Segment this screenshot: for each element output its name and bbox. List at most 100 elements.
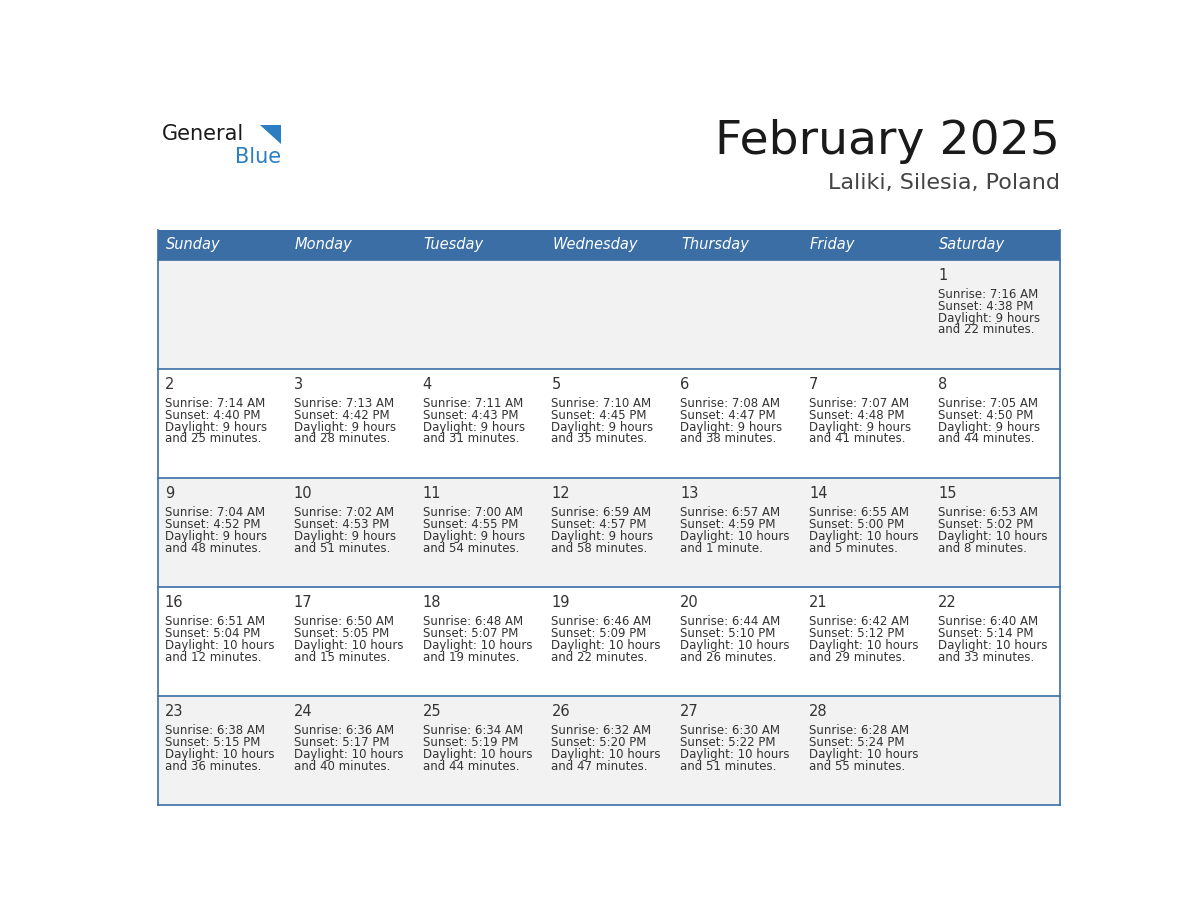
Text: Daylight: 10 hours: Daylight: 10 hours bbox=[293, 747, 403, 761]
Text: Daylight: 10 hours: Daylight: 10 hours bbox=[551, 747, 661, 761]
Text: Daylight: 9 hours: Daylight: 9 hours bbox=[423, 530, 525, 543]
Text: Sunset: 5:02 PM: Sunset: 5:02 PM bbox=[939, 518, 1034, 531]
Bar bbox=[544, 261, 674, 369]
Bar bbox=[674, 697, 802, 805]
Text: Sunset: 5:20 PM: Sunset: 5:20 PM bbox=[551, 735, 646, 749]
Text: 13: 13 bbox=[681, 486, 699, 501]
Text: Daylight: 10 hours: Daylight: 10 hours bbox=[681, 639, 790, 652]
Text: Sunset: 5:05 PM: Sunset: 5:05 PM bbox=[293, 627, 388, 640]
Text: and 5 minutes.: and 5 minutes. bbox=[809, 542, 898, 554]
Text: Sunset: 5:10 PM: Sunset: 5:10 PM bbox=[681, 627, 776, 640]
Bar bbox=[286, 230, 416, 261]
Text: 1: 1 bbox=[939, 268, 947, 283]
Text: Sunrise: 6:51 AM: Sunrise: 6:51 AM bbox=[165, 615, 265, 628]
Text: and 58 minutes.: and 58 minutes. bbox=[551, 542, 647, 554]
Text: Sunrise: 6:44 AM: Sunrise: 6:44 AM bbox=[681, 615, 781, 628]
Text: Daylight: 10 hours: Daylight: 10 hours bbox=[681, 747, 790, 761]
Text: 8: 8 bbox=[939, 377, 947, 392]
Text: Daylight: 9 hours: Daylight: 9 hours bbox=[681, 420, 783, 433]
Text: 6: 6 bbox=[681, 377, 689, 392]
Text: Sunset: 4:50 PM: Sunset: 4:50 PM bbox=[939, 409, 1034, 421]
Text: Daylight: 10 hours: Daylight: 10 hours bbox=[939, 639, 1048, 652]
Text: 16: 16 bbox=[165, 595, 183, 610]
Bar bbox=[544, 230, 674, 261]
Text: 20: 20 bbox=[681, 595, 699, 610]
Text: and 35 minutes.: and 35 minutes. bbox=[551, 432, 647, 445]
Text: Blue: Blue bbox=[235, 147, 282, 167]
Text: Sunrise: 6:46 AM: Sunrise: 6:46 AM bbox=[551, 615, 652, 628]
Bar bbox=[158, 230, 286, 261]
Text: Sunset: 4:55 PM: Sunset: 4:55 PM bbox=[423, 518, 518, 531]
Bar bbox=[802, 230, 931, 261]
Text: and 12 minutes.: and 12 minutes. bbox=[165, 651, 261, 664]
Bar bbox=[416, 369, 544, 478]
Text: Sunset: 4:59 PM: Sunset: 4:59 PM bbox=[681, 518, 776, 531]
Text: and 41 minutes.: and 41 minutes. bbox=[809, 432, 905, 445]
Text: Daylight: 10 hours: Daylight: 10 hours bbox=[939, 530, 1048, 543]
Text: 10: 10 bbox=[293, 486, 312, 501]
Text: General: General bbox=[162, 124, 244, 144]
Text: Tuesday: Tuesday bbox=[423, 238, 484, 252]
Text: 5: 5 bbox=[551, 377, 561, 392]
Text: Daylight: 10 hours: Daylight: 10 hours bbox=[165, 639, 274, 652]
Text: Daylight: 9 hours: Daylight: 9 hours bbox=[551, 420, 653, 433]
Bar bbox=[931, 478, 1060, 588]
Text: Daylight: 9 hours: Daylight: 9 hours bbox=[551, 530, 653, 543]
Text: Daylight: 9 hours: Daylight: 9 hours bbox=[939, 311, 1041, 325]
Text: Sunset: 5:19 PM: Sunset: 5:19 PM bbox=[423, 735, 518, 749]
Text: Sunrise: 7:05 AM: Sunrise: 7:05 AM bbox=[939, 397, 1038, 409]
Text: and 19 minutes.: and 19 minutes. bbox=[423, 651, 519, 664]
Text: Daylight: 9 hours: Daylight: 9 hours bbox=[293, 420, 396, 433]
Bar bbox=[674, 588, 802, 697]
Text: Daylight: 10 hours: Daylight: 10 hours bbox=[809, 747, 918, 761]
Text: 19: 19 bbox=[551, 595, 570, 610]
Text: and 54 minutes.: and 54 minutes. bbox=[423, 542, 519, 554]
Text: Sunrise: 6:28 AM: Sunrise: 6:28 AM bbox=[809, 723, 909, 737]
Bar bbox=[802, 478, 931, 588]
Text: Sunrise: 6:42 AM: Sunrise: 6:42 AM bbox=[809, 615, 909, 628]
Text: Laliki, Silesia, Poland: Laliki, Silesia, Poland bbox=[828, 174, 1060, 194]
Text: Daylight: 10 hours: Daylight: 10 hours bbox=[551, 639, 661, 652]
Text: Sunset: 5:22 PM: Sunset: 5:22 PM bbox=[681, 735, 776, 749]
Text: Sunset: 4:40 PM: Sunset: 4:40 PM bbox=[165, 409, 260, 421]
Text: and 22 minutes.: and 22 minutes. bbox=[551, 651, 647, 664]
Text: 28: 28 bbox=[809, 704, 828, 719]
Text: Daylight: 9 hours: Daylight: 9 hours bbox=[165, 420, 267, 433]
Bar bbox=[286, 588, 416, 697]
Bar bbox=[802, 588, 931, 697]
Text: 2: 2 bbox=[165, 377, 175, 392]
Text: and 36 minutes.: and 36 minutes. bbox=[165, 759, 261, 773]
Text: 24: 24 bbox=[293, 704, 312, 719]
Text: Sunset: 5:09 PM: Sunset: 5:09 PM bbox=[551, 627, 646, 640]
Text: Sunrise: 6:36 AM: Sunrise: 6:36 AM bbox=[293, 723, 393, 737]
Text: Sunday: Sunday bbox=[165, 238, 220, 252]
Text: Sunrise: 6:32 AM: Sunrise: 6:32 AM bbox=[551, 723, 651, 737]
Text: Sunrise: 6:40 AM: Sunrise: 6:40 AM bbox=[939, 615, 1038, 628]
Text: and 48 minutes.: and 48 minutes. bbox=[165, 542, 261, 554]
Bar bbox=[544, 697, 674, 805]
Text: Sunset: 5:04 PM: Sunset: 5:04 PM bbox=[165, 627, 260, 640]
Text: Daylight: 10 hours: Daylight: 10 hours bbox=[809, 530, 918, 543]
Text: Sunrise: 7:02 AM: Sunrise: 7:02 AM bbox=[293, 506, 393, 519]
Text: and 28 minutes.: and 28 minutes. bbox=[293, 432, 390, 445]
Text: and 38 minutes.: and 38 minutes. bbox=[681, 432, 777, 445]
Text: 22: 22 bbox=[939, 595, 956, 610]
Text: Sunrise: 6:34 AM: Sunrise: 6:34 AM bbox=[423, 723, 523, 737]
Text: 17: 17 bbox=[293, 595, 312, 610]
Text: Sunrise: 7:10 AM: Sunrise: 7:10 AM bbox=[551, 397, 651, 409]
Bar bbox=[286, 261, 416, 369]
Text: Daylight: 9 hours: Daylight: 9 hours bbox=[165, 530, 267, 543]
Polygon shape bbox=[260, 125, 282, 144]
Text: 14: 14 bbox=[809, 486, 828, 501]
Text: and 22 minutes.: and 22 minutes. bbox=[939, 323, 1035, 337]
Text: Thursday: Thursday bbox=[681, 238, 748, 252]
Text: and 51 minutes.: and 51 minutes. bbox=[681, 759, 777, 773]
Bar bbox=[158, 261, 286, 369]
Bar bbox=[416, 588, 544, 697]
Bar bbox=[286, 478, 416, 588]
Text: Sunrise: 6:38 AM: Sunrise: 6:38 AM bbox=[165, 723, 265, 737]
Text: and 55 minutes.: and 55 minutes. bbox=[809, 759, 905, 773]
Text: Daylight: 10 hours: Daylight: 10 hours bbox=[809, 639, 918, 652]
Text: 23: 23 bbox=[165, 704, 183, 719]
Text: Sunrise: 7:14 AM: Sunrise: 7:14 AM bbox=[165, 397, 265, 409]
